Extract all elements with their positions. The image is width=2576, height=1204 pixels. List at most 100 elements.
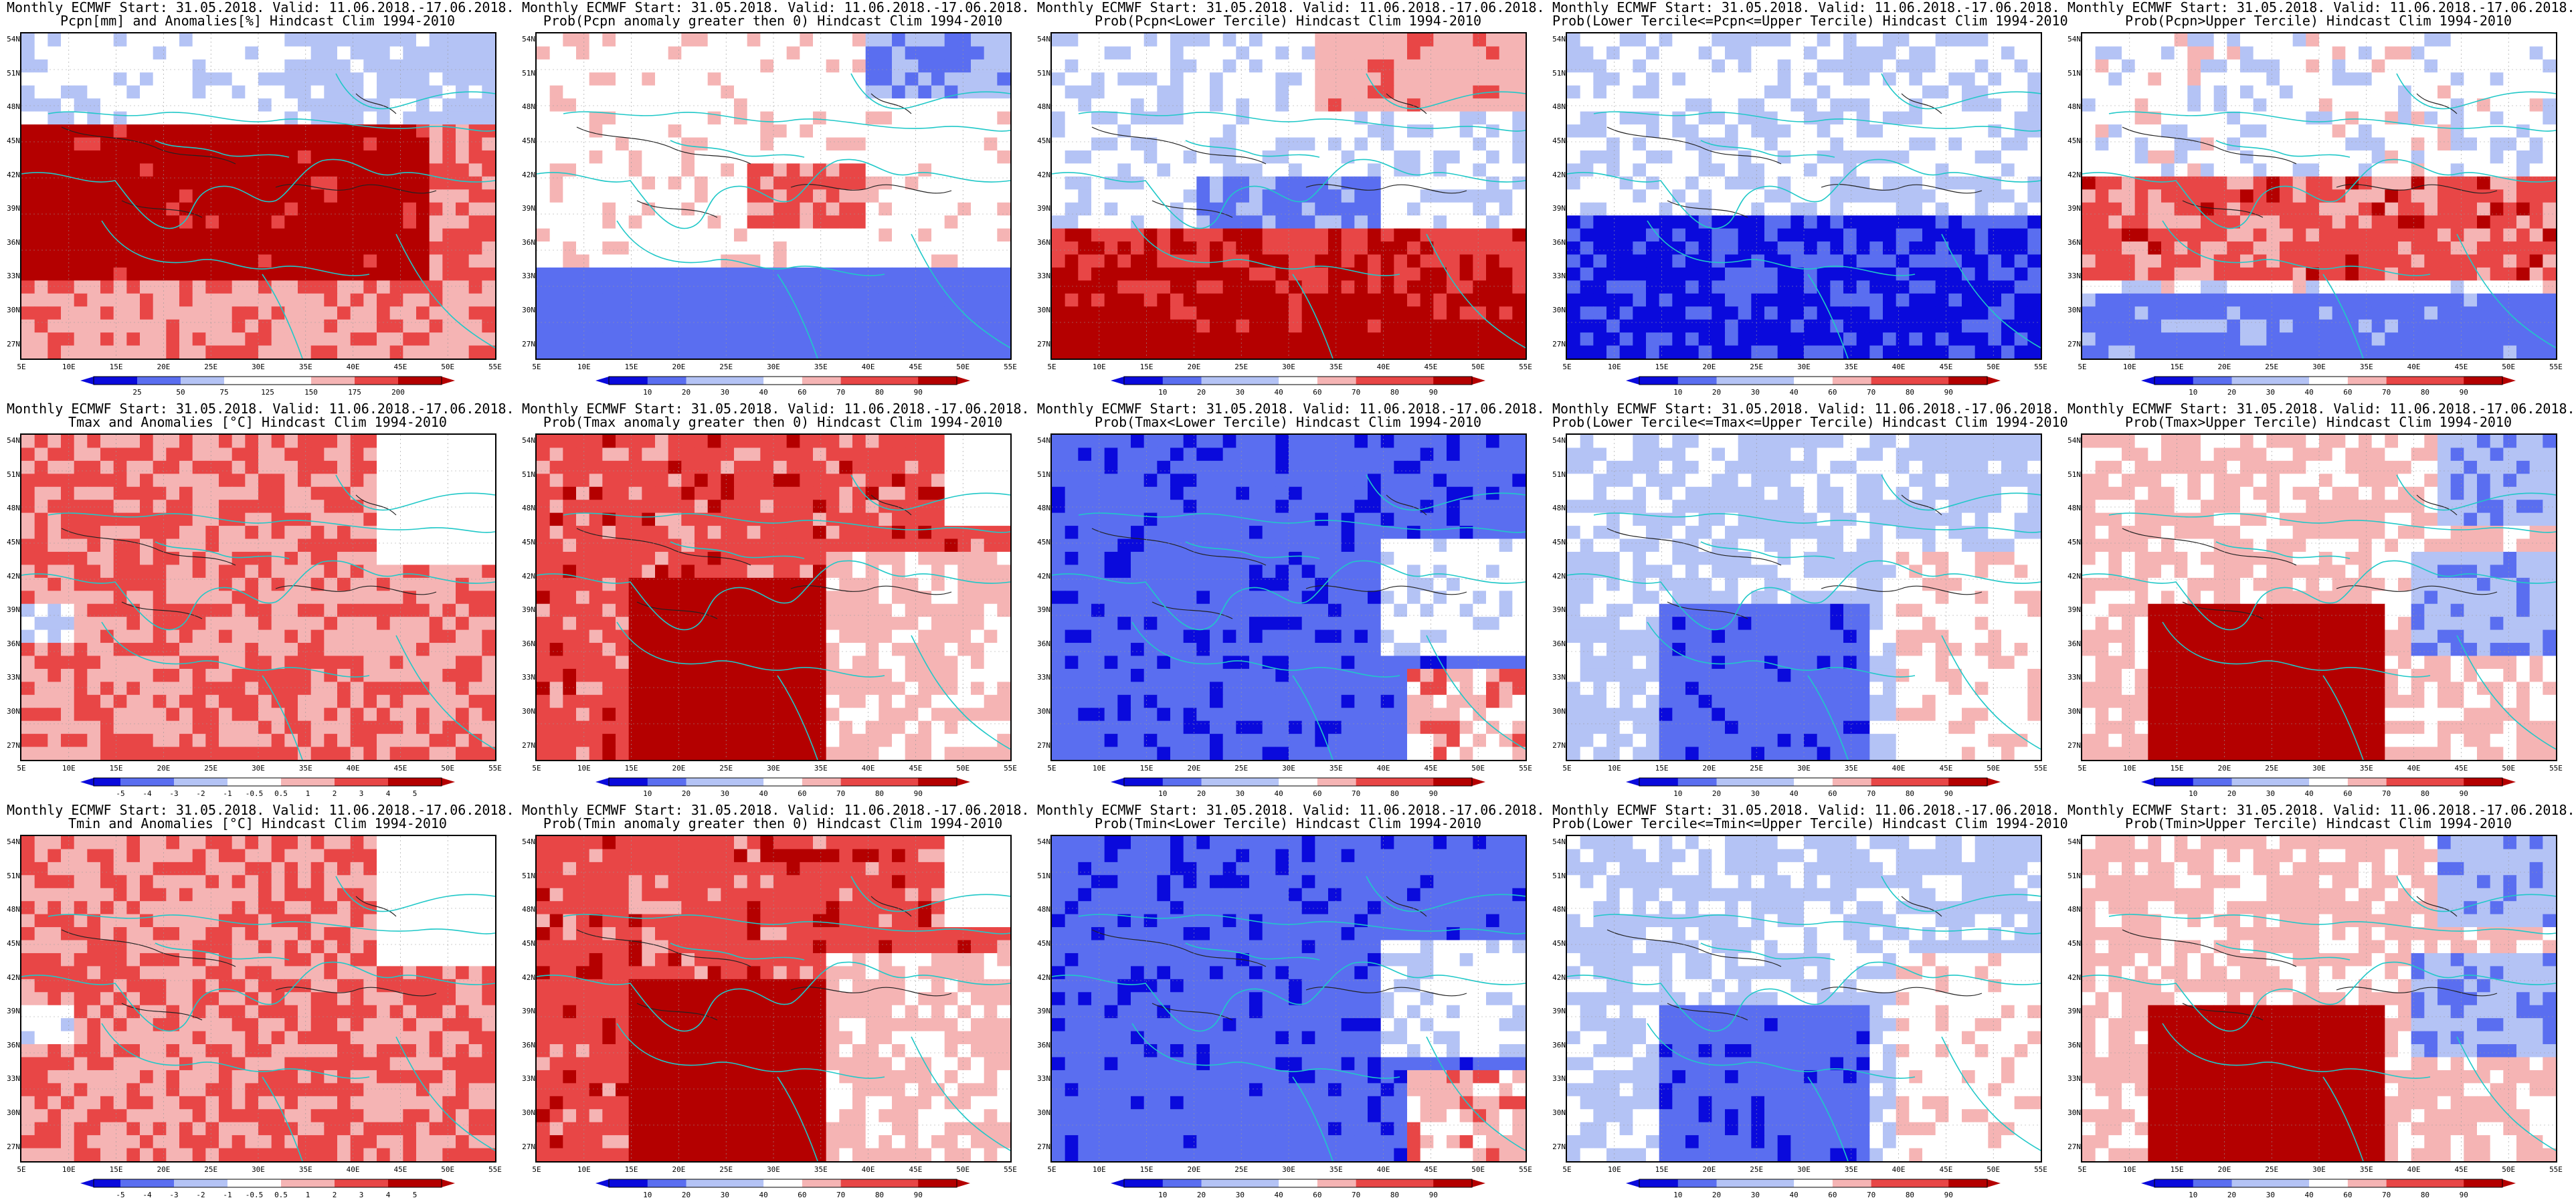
heatmap-cell [363, 202, 377, 216]
heatmap-cell [918, 293, 932, 307]
heatmap-cell [589, 345, 603, 359]
heatmap-cell [1777, 215, 1791, 229]
heatmap-cell [721, 176, 735, 190]
heatmap-cell [2108, 267, 2122, 281]
y-tick-label: 27N [1037, 339, 1050, 348]
heatmap-cell [1869, 46, 1883, 60]
heatmap-cell [61, 72, 75, 86]
heatmap-cell [205, 460, 219, 474]
heatmap-cell [2082, 332, 2096, 346]
heatmap-cell [2187, 98, 2201, 112]
heatmap-cell [1646, 176, 1660, 190]
heatmap-cell [2280, 241, 2294, 256]
heatmap-cell [984, 293, 998, 307]
heatmap-cell [2516, 163, 2531, 177]
heatmap-cell [1368, 293, 1382, 307]
heatmap-cell [377, 46, 391, 60]
heatmap-cell [87, 111, 101, 125]
heatmap-cell [1499, 163, 1513, 177]
heatmap-cell [2306, 267, 2320, 281]
heatmap-cell [1922, 306, 1936, 320]
heatmap-cell [747, 332, 761, 346]
heatmap-cell [1104, 189, 1118, 203]
heatmap-cell [1131, 228, 1145, 242]
heatmap-cell [2306, 293, 2320, 307]
heatmap-cell [1315, 202, 1329, 216]
heatmap-cell [205, 137, 219, 151]
heatmap-cell [2490, 319, 2504, 333]
heatmap-cell [1368, 332, 1382, 346]
heatmap-cell [284, 46, 298, 60]
heatmap-cell [2516, 332, 2531, 346]
heatmap-cell [760, 163, 774, 177]
heatmap-cell [852, 137, 866, 151]
heatmap-cell [2014, 306, 2028, 320]
heatmap-cell [1328, 319, 1342, 333]
heatmap-cell [1196, 72, 1210, 86]
heatmap-cell [1301, 189, 1315, 203]
heatmap-cell [2543, 150, 2556, 164]
heatmap-cell [1619, 215, 1633, 229]
heatmap-cell [1751, 241, 1765, 256]
heatmap-cell [2122, 215, 2136, 229]
heatmap-cell [219, 254, 233, 268]
heatmap-cell [944, 319, 958, 333]
heatmap-cell [537, 98, 551, 112]
heatmap-cell [1922, 124, 1936, 138]
heatmap-cell [61, 189, 75, 203]
heatmap-cell [1988, 124, 2002, 138]
heatmap-cell [2385, 163, 2399, 177]
heatmap-cell [957, 189, 972, 203]
heatmap-cell [1183, 306, 1197, 320]
heatmap-cell [271, 124, 285, 138]
heatmap-cell [1433, 267, 1447, 281]
heatmap-cell [1380, 293, 1394, 307]
heatmap-cell [389, 345, 403, 359]
heatmap-cell [377, 228, 391, 242]
colorbar-segment [1716, 377, 1756, 385]
heatmap-cell [1341, 189, 1355, 203]
heatmap-cell [1368, 319, 1382, 333]
heatmap-cell [1751, 345, 1765, 359]
heatmap-cell [2161, 98, 2175, 112]
heatmap-cell [87, 72, 101, 86]
heatmap-cell [2082, 98, 2096, 112]
heatmap-cell [1988, 280, 2002, 294]
heatmap-cell [1091, 345, 1105, 359]
heatmap-cell [1751, 137, 1765, 151]
heatmap-cell [813, 124, 827, 138]
heatmap-cell [2385, 293, 2399, 307]
heatmap-cell [1685, 189, 1699, 203]
heatmap-cell [403, 98, 417, 112]
heatmap-cell [563, 254, 577, 268]
heatmap-cell [1751, 72, 1765, 86]
heatmap-cell [800, 345, 814, 359]
heatmap-cell [1738, 163, 1752, 177]
heatmap-cell [192, 267, 206, 281]
heatmap-cell [1222, 59, 1236, 73]
heatmap-cell [984, 124, 998, 138]
heatmap-cell [363, 306, 377, 320]
heatmap-cell [1301, 98, 1315, 112]
heatmap-cell [668, 228, 682, 242]
heatmap-cell [1725, 228, 1739, 242]
heatmap-cell [2450, 189, 2464, 203]
heatmap-cell [100, 202, 114, 216]
heatmap-cell [826, 176, 840, 190]
heatmap-cell [1698, 332, 1712, 346]
heatmap-cell [1249, 241, 1263, 256]
heatmap-cell [549, 46, 563, 60]
heatmap-cell [2464, 150, 2478, 164]
heatmap-cell [1698, 150, 1712, 164]
heatmap-cell [1078, 124, 1092, 138]
heatmap-cell [258, 345, 272, 359]
heatmap-cell [1117, 293, 1131, 307]
heatmap-cell [2424, 59, 2438, 73]
heatmap-cell [1646, 215, 1660, 229]
heatmap-cell [74, 124, 88, 138]
heatmap-cell [468, 319, 482, 333]
heatmap-cell [944, 267, 958, 281]
heatmap-cell [1104, 111, 1118, 125]
heatmap-cell [468, 72, 482, 86]
heatmap-cell [324, 435, 338, 449]
